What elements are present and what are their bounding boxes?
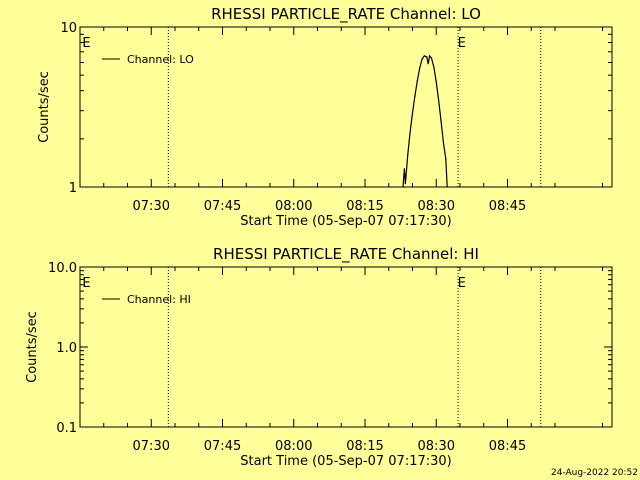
chart2-title: RHESSI PARTICLE_RATE Channel: HI (213, 245, 479, 264)
chart1-data-point (416, 80, 418, 82)
chart1-data-point (446, 186, 448, 188)
chart1-data-point (421, 58, 423, 60)
chart2-x-tick-label: 08:30 (418, 439, 455, 454)
chart2-x-tick-label: 08:00 (275, 439, 312, 454)
chart1-data-point (435, 81, 437, 84)
chart1-x-axis-label: Start Time (05-Sep-07 07:17:30) (240, 214, 451, 229)
chart2-y-tick-label: 0.1 (56, 421, 77, 436)
chart1-plot-frame (79, 26, 613, 188)
chart1-data-point (442, 141, 444, 143)
chart2-x-tick-label: 08:45 (489, 439, 526, 454)
chart1-legend-label: Channel: LO (127, 53, 194, 66)
chart1-x-tick-label: 08:45 (489, 199, 526, 214)
chart1-data-point (445, 158, 447, 160)
chart1-data-point (403, 168, 405, 170)
chart1-y-tick-label: 1 (69, 181, 77, 196)
chart1-data-point (433, 66, 435, 68)
chart2-eclipse-marker: E (458, 276, 466, 291)
chart2-y-tick-label: 1.0 (56, 341, 77, 356)
chart1-data-point (423, 55, 425, 57)
chart1-eclipse-marker: E (458, 36, 466, 51)
chart1-eclipse-marker: E (82, 36, 90, 51)
chart2-x-tick-label: 07:45 (204, 439, 241, 454)
chart2-x-tick-label: 08:15 (346, 439, 383, 454)
chart2-legend-label: Channel: HI (127, 293, 191, 306)
chart1-x-tick-label: 08:00 (275, 199, 312, 214)
chart1-x-tick-label: 08:30 (418, 199, 455, 214)
chart1-data-point (419, 67, 421, 70)
chart1-data-point (409, 131, 411, 133)
chart2-y-axis-label: Counts/sec (25, 311, 40, 383)
chart2-x-axis-label: Start Time (05-Sep-07 07:17:30) (240, 454, 451, 469)
chart1-data-point (414, 95, 416, 97)
chart1-series-line-1 (402, 54, 448, 188)
chart1-data-point (411, 112, 414, 114)
chart1-title: RHESSI PARTICLE_RATE Channel: LO (211, 5, 481, 24)
chart1-data-point (430, 57, 433, 59)
footer-timestamp: 24-Aug-2022 20:52 (550, 468, 638, 478)
chart2-x-tick-label: 07:30 (133, 439, 170, 454)
chart1-data-point (407, 153, 409, 155)
chart1-x-tick-label: 07:30 (133, 199, 170, 214)
chart1-data-point (440, 120, 442, 122)
chart1-y-tick-label: 10 (60, 21, 77, 36)
chart1-data-point (429, 55, 431, 57)
chart2-eclipse-marker: E (82, 276, 90, 291)
chart1-data-point (427, 63, 429, 65)
chart2-plot-frame (79, 266, 613, 428)
chart2-y-tick-label: 10.0 (48, 261, 77, 276)
chart1-x-tick-label: 07:45 (204, 199, 241, 214)
chart1-data-point (438, 99, 440, 101)
chart1-data-point (404, 183, 406, 185)
chart1-data-point (426, 56, 428, 58)
chart1-data-point (402, 186, 404, 188)
chart1-x-tick-label: 08:15 (346, 199, 383, 214)
chart1-y-axis-label: Counts/sec (37, 71, 52, 143)
